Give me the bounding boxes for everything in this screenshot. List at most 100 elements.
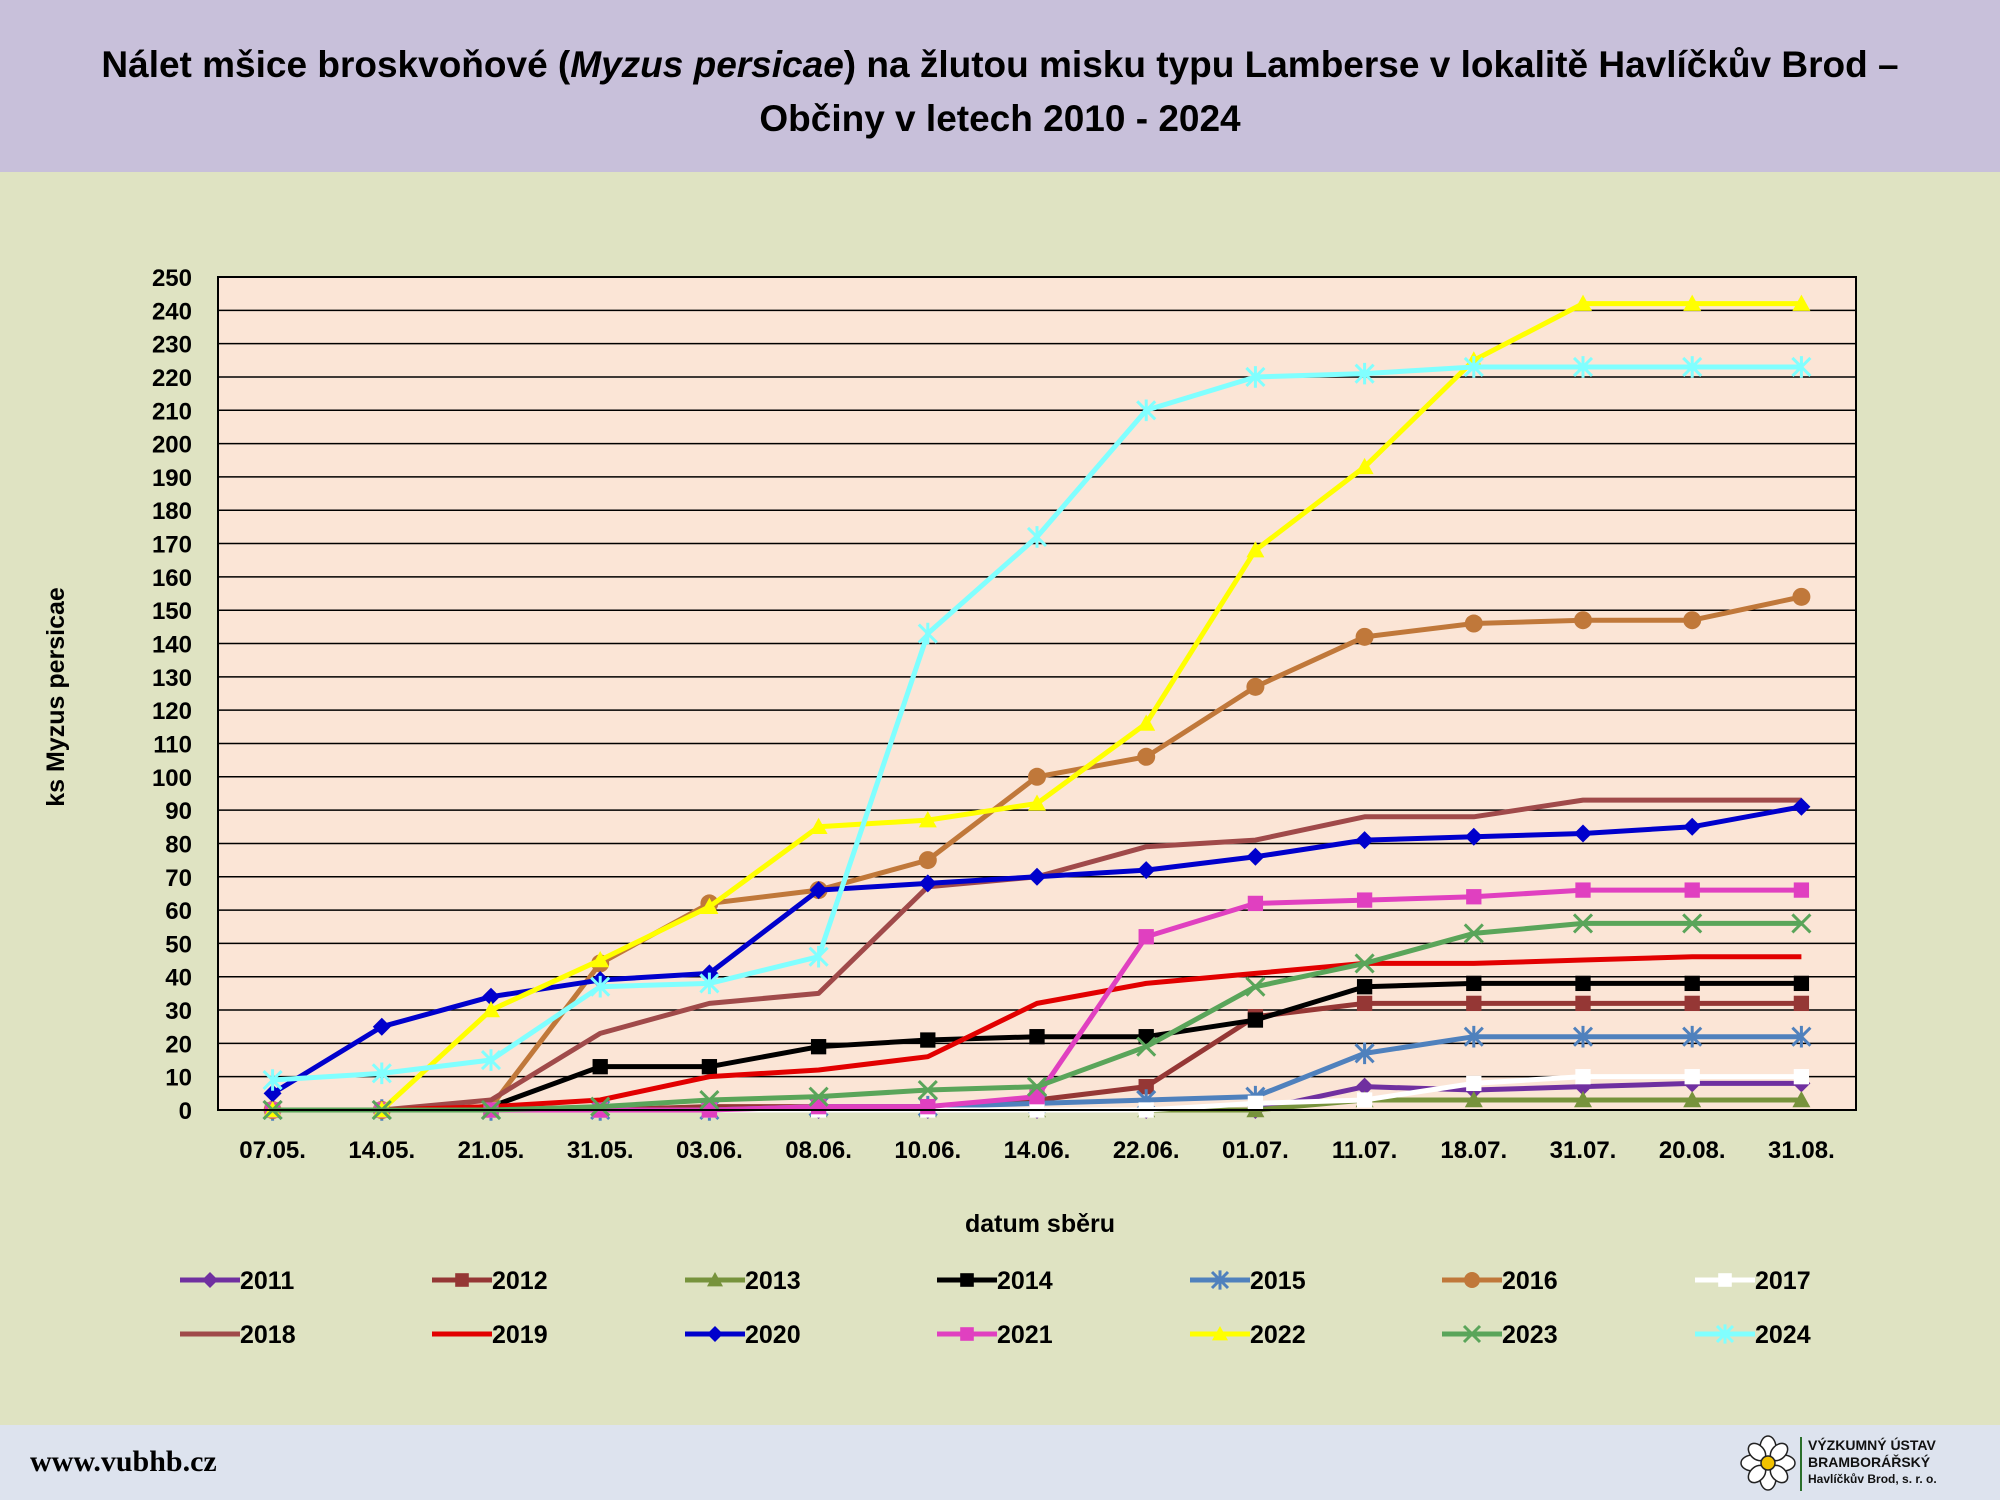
data-point [1464, 614, 1483, 633]
data-point [1463, 1025, 1484, 1048]
data-point [918, 851, 937, 870]
legend-item-2011: 2011 [180, 1267, 294, 1295]
data-point [1028, 867, 1046, 886]
data-point [918, 874, 937, 893]
data-point [591, 951, 610, 968]
data-point [809, 881, 828, 900]
legend-item-2020: 2020 [685, 1321, 801, 1349]
data-point [455, 1273, 469, 1287]
legend-label: 2022 [1250, 1321, 1306, 1349]
legend-label: 2015 [1250, 1267, 1306, 1295]
legend-label: 2021 [997, 1321, 1053, 1349]
data-point [1247, 895, 1264, 912]
y-tick-label: 10 [165, 1065, 192, 1092]
x-tick-label: 07.05. [239, 1137, 306, 1164]
data-point [808, 1086, 829, 1107]
y-tick-label: 30 [165, 998, 192, 1025]
y-tick-label: 80 [165, 831, 192, 858]
data-point [918, 811, 937, 828]
data-point [1574, 611, 1592, 630]
y-tick-label: 210 [152, 398, 192, 425]
y-tick-label: 100 [152, 765, 192, 792]
x-tick-label: 14.05. [348, 1137, 415, 1164]
legend-item-2016: 2016 [1442, 1267, 1558, 1295]
logo-line2: BRAMBORÁŘSKÝ [1808, 1454, 1931, 1470]
flower-logo-icon [1740, 1435, 1796, 1491]
data-point [371, 1062, 392, 1085]
line-chart: 0 10 20 30 40 50 60 70 80 90 100 110 120 130 140 150 160… [42, 265, 1857, 1349]
data-point [1138, 929, 1154, 945]
data-point [699, 1089, 720, 1111]
legend-item-2024: 2024 [1695, 1321, 1811, 1349]
data-point [590, 1096, 611, 1117]
data-point [1793, 882, 1810, 898]
data-point [1575, 995, 1591, 1012]
data-point [1683, 1091, 1702, 1108]
data-point [700, 897, 719, 914]
data-point [1572, 1025, 1594, 1048]
header: Nálet mšice broskvoňové (Myzus persicae)… [0, 0, 2000, 172]
y-tick-label: 70 [165, 865, 192, 892]
data-point [1682, 356, 1703, 378]
legend-item-2012: 2012 [432, 1267, 548, 1295]
institute-logo: VÝZKUMNÝ ÚSTAV BRAMBORÁŘSKÝ Havlíčkův Br… [1738, 1431, 1978, 1495]
data-point [917, 622, 938, 645]
data-point [1572, 356, 1594, 378]
y-tick-label: 200 [152, 432, 192, 459]
data-point [590, 975, 611, 998]
data-point [1356, 979, 1373, 995]
legend-item-2023: 2023 [1442, 1321, 1558, 1349]
data-point [1683, 817, 1702, 836]
chart-title: Nálet mšice broskvoňové (Myzus persicae)… [0, 38, 2000, 146]
legend-label: 2017 [1755, 1267, 1811, 1295]
y-tick-label: 230 [152, 332, 192, 359]
website-link[interactable]: www.vubhb.cz [30, 1445, 217, 1478]
legend-item-2014: 2014 [937, 1267, 1053, 1295]
data-point [809, 817, 828, 834]
data-point [1210, 1270, 1230, 1290]
legend-label: 2020 [745, 1321, 801, 1349]
y-tick-labels: 0 10 20 30 40 50 60 70 80 90 100 110 120 130 140 150 160… [152, 265, 192, 1125]
data-point [1793, 1069, 1810, 1085]
data-point [1356, 995, 1373, 1012]
y-tick-label: 20 [165, 1031, 192, 1058]
plot-background [218, 277, 1856, 1110]
data-point [1464, 1091, 1483, 1108]
x-tick-label: 08.06. [785, 1137, 852, 1164]
data-point [1137, 714, 1156, 731]
title-italic: Myzus persicae [570, 44, 844, 85]
data-point [1356, 892, 1373, 908]
legend-item-2017: 2017 [1695, 1267, 1811, 1295]
data-point [1718, 1273, 1732, 1287]
y-tick-label: 190 [152, 465, 192, 492]
data-point [1791, 913, 1812, 934]
data-point [1026, 1076, 1048, 1097]
data-point [701, 1059, 718, 1075]
data-point [1682, 1025, 1703, 1048]
data-point [263, 1084, 282, 1103]
data-point [1575, 1069, 1591, 1085]
data-point [482, 987, 500, 1006]
y-tick-label: 60 [165, 898, 192, 925]
data-point [920, 1099, 936, 1115]
data-point [920, 1032, 936, 1048]
x-tick-label: 31.05. [567, 1137, 634, 1164]
data-point [1212, 1326, 1228, 1341]
data-point [808, 945, 829, 968]
legend: 2011 2012 2013 2014 2015 2016 2017 2018 2019 2020… [180, 1267, 1811, 1349]
x-tick-label: 21.05. [458, 1137, 525, 1164]
data-point [960, 1273, 974, 1287]
title-part2: ) na žlutou misku typu Lamberse v lokali… [843, 44, 1899, 85]
legend-label: 2011 [240, 1267, 294, 1295]
data-point [1684, 975, 1700, 992]
data-point [1246, 541, 1265, 558]
y-tick-label: 160 [152, 565, 192, 592]
legend-label: 2014 [997, 1267, 1053, 1295]
data-point [1029, 1089, 1045, 1105]
y-axis-label: ks Myzus persicae [42, 587, 70, 807]
data-point [1684, 1069, 1700, 1085]
logo-text: VÝZKUMNÝ ÚSTAV BRAMBORÁŘSKÝ Havlíčkův Br… [1808, 1437, 1937, 1488]
data-point [482, 1001, 500, 1018]
logo-line3: Havlíčkův Brod, s. r. o. [1808, 1472, 1937, 1486]
data-point [1354, 953, 1375, 974]
